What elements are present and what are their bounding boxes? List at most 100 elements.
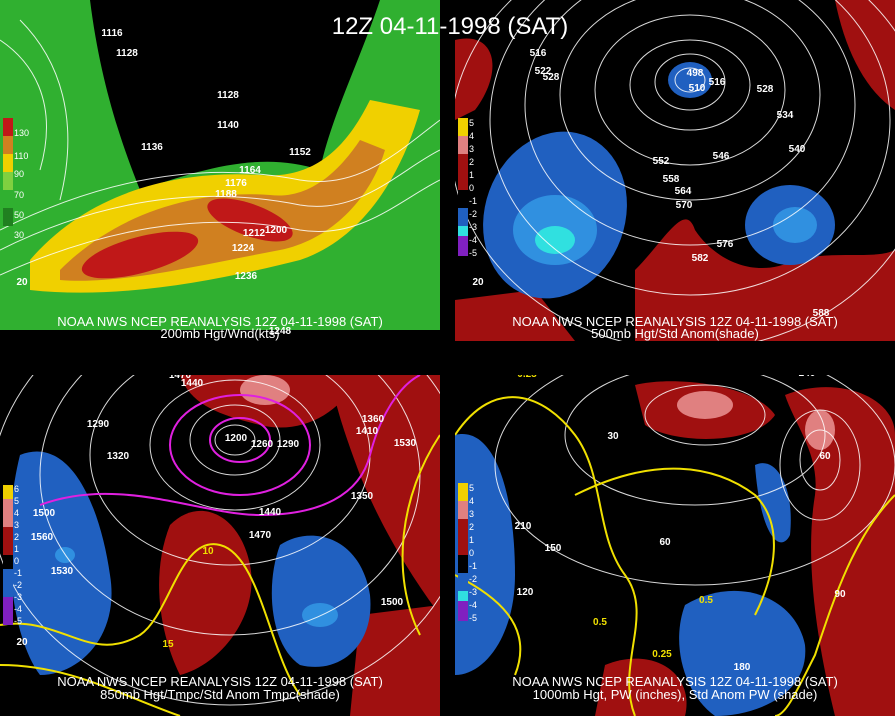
- contour-label: 534: [777, 110, 794, 121]
- legend-label: -2: [469, 209, 477, 219]
- contour-label: 1530: [394, 438, 417, 449]
- contour-label: 510: [689, 83, 706, 94]
- contour-label: 10: [202, 546, 214, 557]
- contour-label: 60: [819, 451, 831, 462]
- contour-label: 0.25: [652, 649, 672, 660]
- legend-swatch: [458, 154, 468, 190]
- contour-label: 20: [16, 277, 28, 288]
- legend-label: 5: [469, 483, 474, 493]
- height-contours: [455, 0, 895, 341]
- contour-label: 20: [472, 277, 484, 288]
- legend-label: 0: [469, 183, 474, 193]
- contour-label: 30: [607, 431, 619, 442]
- legend-label: 110: [14, 151, 28, 161]
- contour-label: 1248: [269, 326, 292, 337]
- legend-label: 70: [14, 190, 24, 200]
- contour-label: 1470: [169, 370, 192, 381]
- legend-label: 2: [14, 532, 19, 542]
- contour-label: 522: [535, 66, 552, 77]
- legend-label: 0: [14, 556, 19, 566]
- legend-label: -4: [14, 604, 22, 614]
- legend-label: 5: [469, 118, 474, 128]
- negative-anomaly: [535, 226, 575, 254]
- legend-label: 3: [469, 509, 474, 519]
- legend-swatch: [3, 190, 13, 208]
- contour-label: 1290: [277, 439, 300, 450]
- legend-label: -5: [14, 616, 22, 626]
- legend-swatch: [3, 499, 13, 527]
- contour-label: 210: [515, 521, 532, 532]
- contour-label: 240: [633, 366, 650, 377]
- contour-label: 1212: [243, 228, 266, 239]
- panel-200mb: 130 110 90 70 50 30 1116 1128 1128 1136 …: [0, 0, 440, 341]
- legend-label: -5: [469, 613, 477, 623]
- positive-anomaly: [595, 658, 687, 716]
- contour-label: 546: [713, 151, 730, 162]
- contour: [0, 19, 69, 201]
- contour-label: 516: [530, 48, 547, 59]
- legend-label: 90: [14, 169, 24, 179]
- legend-swatch: [3, 118, 13, 136]
- contour-label: 1236: [235, 271, 258, 282]
- legend-swatch: [458, 573, 468, 591]
- contour-label: 1470: [249, 530, 272, 541]
- legend-label: -3: [469, 587, 477, 597]
- panel-500mb: 5 4 3 2 1 0 -1 -2 -3 -4 -5 516 522 528 4…: [455, 0, 895, 341]
- contour-label: 0.25: [517, 369, 537, 380]
- legend-swatch: [458, 226, 468, 236]
- legend-label: -3: [469, 222, 477, 232]
- panel-850mb: 6 5 4 3 2 1 0 -1 -2 -3 -4 -5 1470 1440 1…: [0, 370, 440, 716]
- legend-label: -2: [469, 574, 477, 584]
- legend-label: 4: [469, 496, 474, 506]
- legend-label: 3: [469, 144, 474, 154]
- contour-label: 540: [789, 144, 806, 155]
- legend-label: 2: [469, 522, 474, 532]
- positive-anomaly: [159, 510, 252, 675]
- contour-label: 1530: [51, 566, 74, 577]
- negative-anomaly: [679, 590, 806, 716]
- height-contours: [494, 375, 895, 586]
- legend-label: 0: [469, 548, 474, 558]
- contour-label: 582: [692, 253, 709, 264]
- calm-region: [0, 330, 440, 341]
- legend-swatch: [458, 208, 468, 226]
- contour-label: 1500: [33, 508, 56, 519]
- pw-contours: [455, 396, 895, 716]
- legend-label: -3: [14, 592, 22, 602]
- legend-label: 4: [14, 508, 19, 518]
- contour-label: 1350: [351, 491, 374, 502]
- legend-label: 4: [469, 131, 474, 141]
- caption: NOAA NWS NCEP REANALYSIS 12Z 04-11-1998 …: [512, 314, 838, 329]
- legend-label: -4: [469, 600, 477, 610]
- contour-label: 498: [687, 68, 704, 79]
- legend-swatch: [458, 483, 468, 501]
- legend-swatch: [458, 519, 468, 555]
- legend-swatch: [458, 501, 468, 519]
- legend-swatch: [3, 569, 13, 597]
- legend-swatch: [3, 154, 13, 172]
- legend-swatch: [3, 555, 13, 569]
- contour-label: 1128: [116, 48, 138, 59]
- contour-label: 1500: [381, 597, 404, 608]
- legend-swatch: [458, 601, 468, 621]
- caption: NOAA NWS NCEP REANALYSIS 12Z 04-11-1998 …: [57, 314, 383, 329]
- contour-label: 1116: [101, 28, 123, 39]
- contour-label: 20: [16, 637, 28, 648]
- contour-label: 1152: [289, 147, 311, 158]
- legend-label: 1: [469, 170, 474, 180]
- contour-label: 1176: [225, 178, 247, 189]
- contour-label: 1560: [31, 532, 54, 543]
- caption: NOAA NWS NCEP REANALYSIS 12Z 04-11-1998 …: [512, 674, 838, 689]
- legend-swatch: [3, 527, 13, 555]
- caption: 200mb Hgt/Wnd(kts): [160, 326, 279, 341]
- legend-label: 2: [469, 157, 474, 167]
- positive-anomaly: [455, 290, 575, 341]
- contour: [0, 119, 440, 276]
- contour-label: 1440: [259, 507, 282, 518]
- legend-swatch: [3, 485, 13, 499]
- positive-anomaly: [350, 605, 440, 716]
- legend-label: 130: [14, 128, 29, 138]
- negative-anomaly: [668, 62, 712, 98]
- legend-swatch: [3, 597, 13, 625]
- contour-label: 60: [659, 537, 671, 548]
